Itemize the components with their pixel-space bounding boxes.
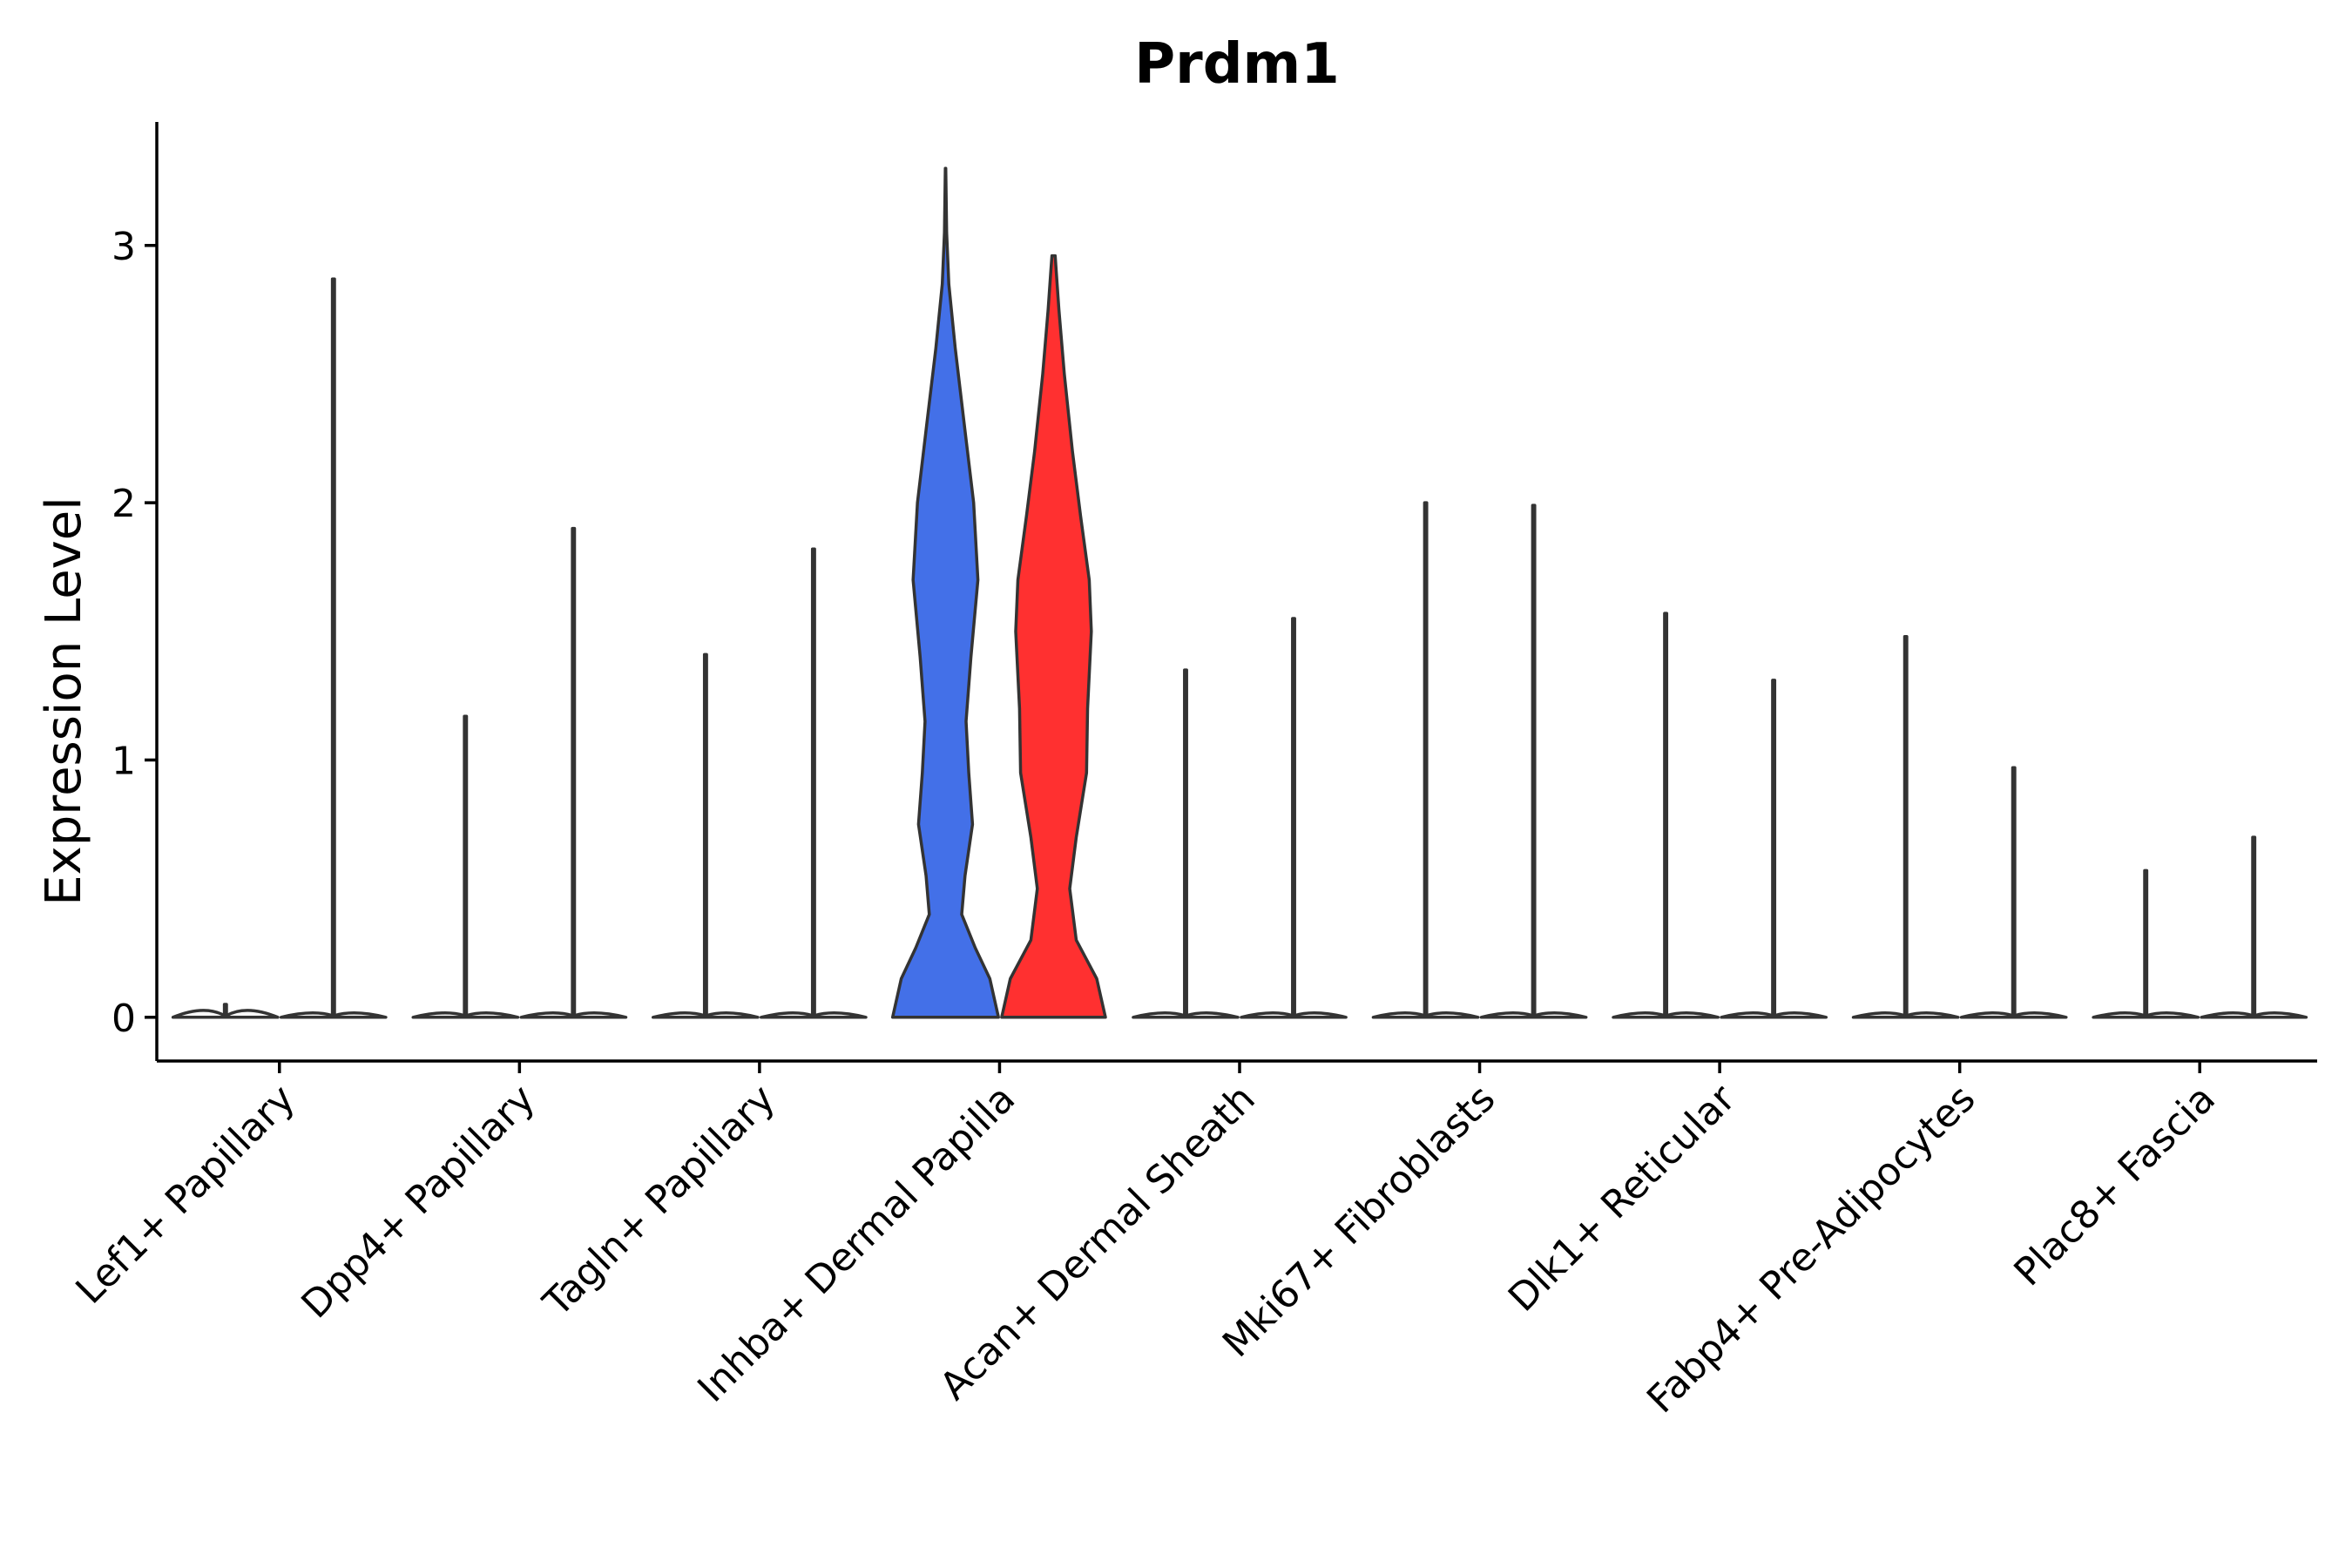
- x-category-label: Lef1+ Papillary: [67, 1077, 303, 1313]
- violin-plac8-fascia-group-2: [2200, 835, 2308, 1019]
- violin-fabp4-pre-adipocytes-group-1: [1851, 634, 1960, 1019]
- y-tick-label: 3: [112, 225, 136, 269]
- violin-mki67-fibroblasts-group-1: [1371, 501, 1480, 1019]
- violin-mki67-fibroblasts-group-2: [1479, 504, 1588, 1019]
- axes: [155, 122, 2317, 1063]
- violin-fabp4-pre-adipocytes-group-2: [1959, 766, 2068, 1019]
- violin-dpp4-papillary-group-1: [411, 714, 520, 1019]
- x-category-label: Tagln+ Papillary: [535, 1077, 784, 1326]
- violin-plac8-fascia-group-1: [2092, 868, 2200, 1019]
- violin-tagln-papillary-group-2: [759, 547, 868, 1019]
- violin-inhba-dermal-papilla-group-2: [1000, 253, 1107, 1019]
- violin-dlk1-reticular-group-2: [1720, 679, 1828, 1019]
- x-category-label: Plac8+ Fascia: [2005, 1077, 2224, 1295]
- violin-acan-dermal-sheath-group-1: [1132, 668, 1240, 1019]
- y-tick-label: 1: [112, 739, 136, 783]
- violin-dpp4-papillary-group-2: [519, 526, 628, 1019]
- violin-tagln-papillary-group-1: [651, 652, 760, 1019]
- violin-layer: [171, 166, 2308, 1019]
- y-tick-label: 2: [112, 482, 136, 526]
- violin-lef1-papillary-group-1: [171, 1003, 280, 1019]
- y-axis-label: Expression Level: [36, 497, 92, 906]
- violin-inhba-dermal-papilla-group-1: [890, 166, 1000, 1019]
- y-tick-label: 0: [112, 997, 136, 1041]
- chart-title: Prdm1: [1134, 32, 1340, 97]
- violin-lef1-papillary-group-2: [279, 277, 388, 1019]
- x-category-label: Mki67+ Fibroblasts: [1214, 1077, 1504, 1366]
- violin-acan-dermal-sheath-group-2: [1240, 617, 1348, 1019]
- y-ticks: 0 1 2 3: [112, 225, 157, 1041]
- violin-dlk1-reticular-group-1: [1612, 612, 1720, 1019]
- x-category-label: Dlk1+ Reticular: [1500, 1076, 1745, 1321]
- x-category-label: Dpp4+ Papillary: [293, 1077, 544, 1328]
